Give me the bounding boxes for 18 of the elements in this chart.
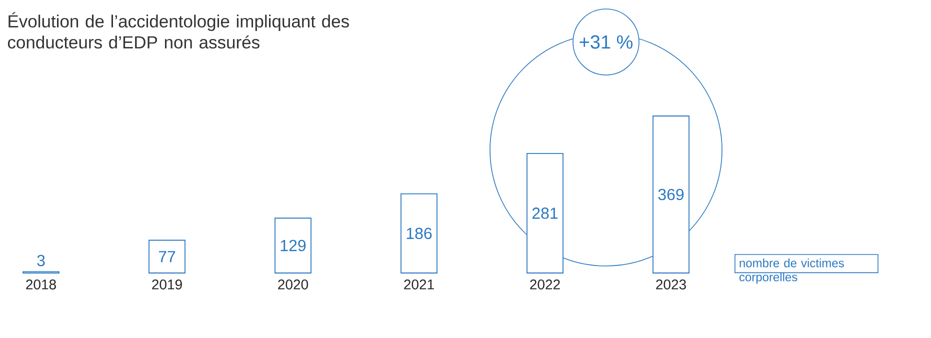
x-tick-label: 2021 [404, 280, 434, 290]
data-label: 129 [280, 240, 306, 252]
bar [274, 218, 312, 274]
bar [148, 240, 186, 274]
x-tick-label: 2019 [152, 280, 182, 290]
text: nombre de victimes corporelles [739, 258, 844, 284]
text: +31 % [580, 35, 633, 49]
data-label: 186 [406, 228, 432, 240]
data-label: 77 [158, 251, 176, 262]
bar [400, 193, 438, 274]
x-tick-label: 2023 [656, 280, 686, 290]
x-tick-label: 2022 [530, 280, 560, 290]
data-label: 369 [658, 188, 684, 200]
data-label: 3 [37, 254, 45, 266]
chart-title: Évolution de l’accidentologie impliquant des conducteurs d’EDP non assurés [8, 12, 349, 49]
data-label: 281 [532, 208, 558, 219]
x-tick-label: 2020 [278, 280, 308, 290]
x-tick-label: 2018 [26, 280, 56, 290]
